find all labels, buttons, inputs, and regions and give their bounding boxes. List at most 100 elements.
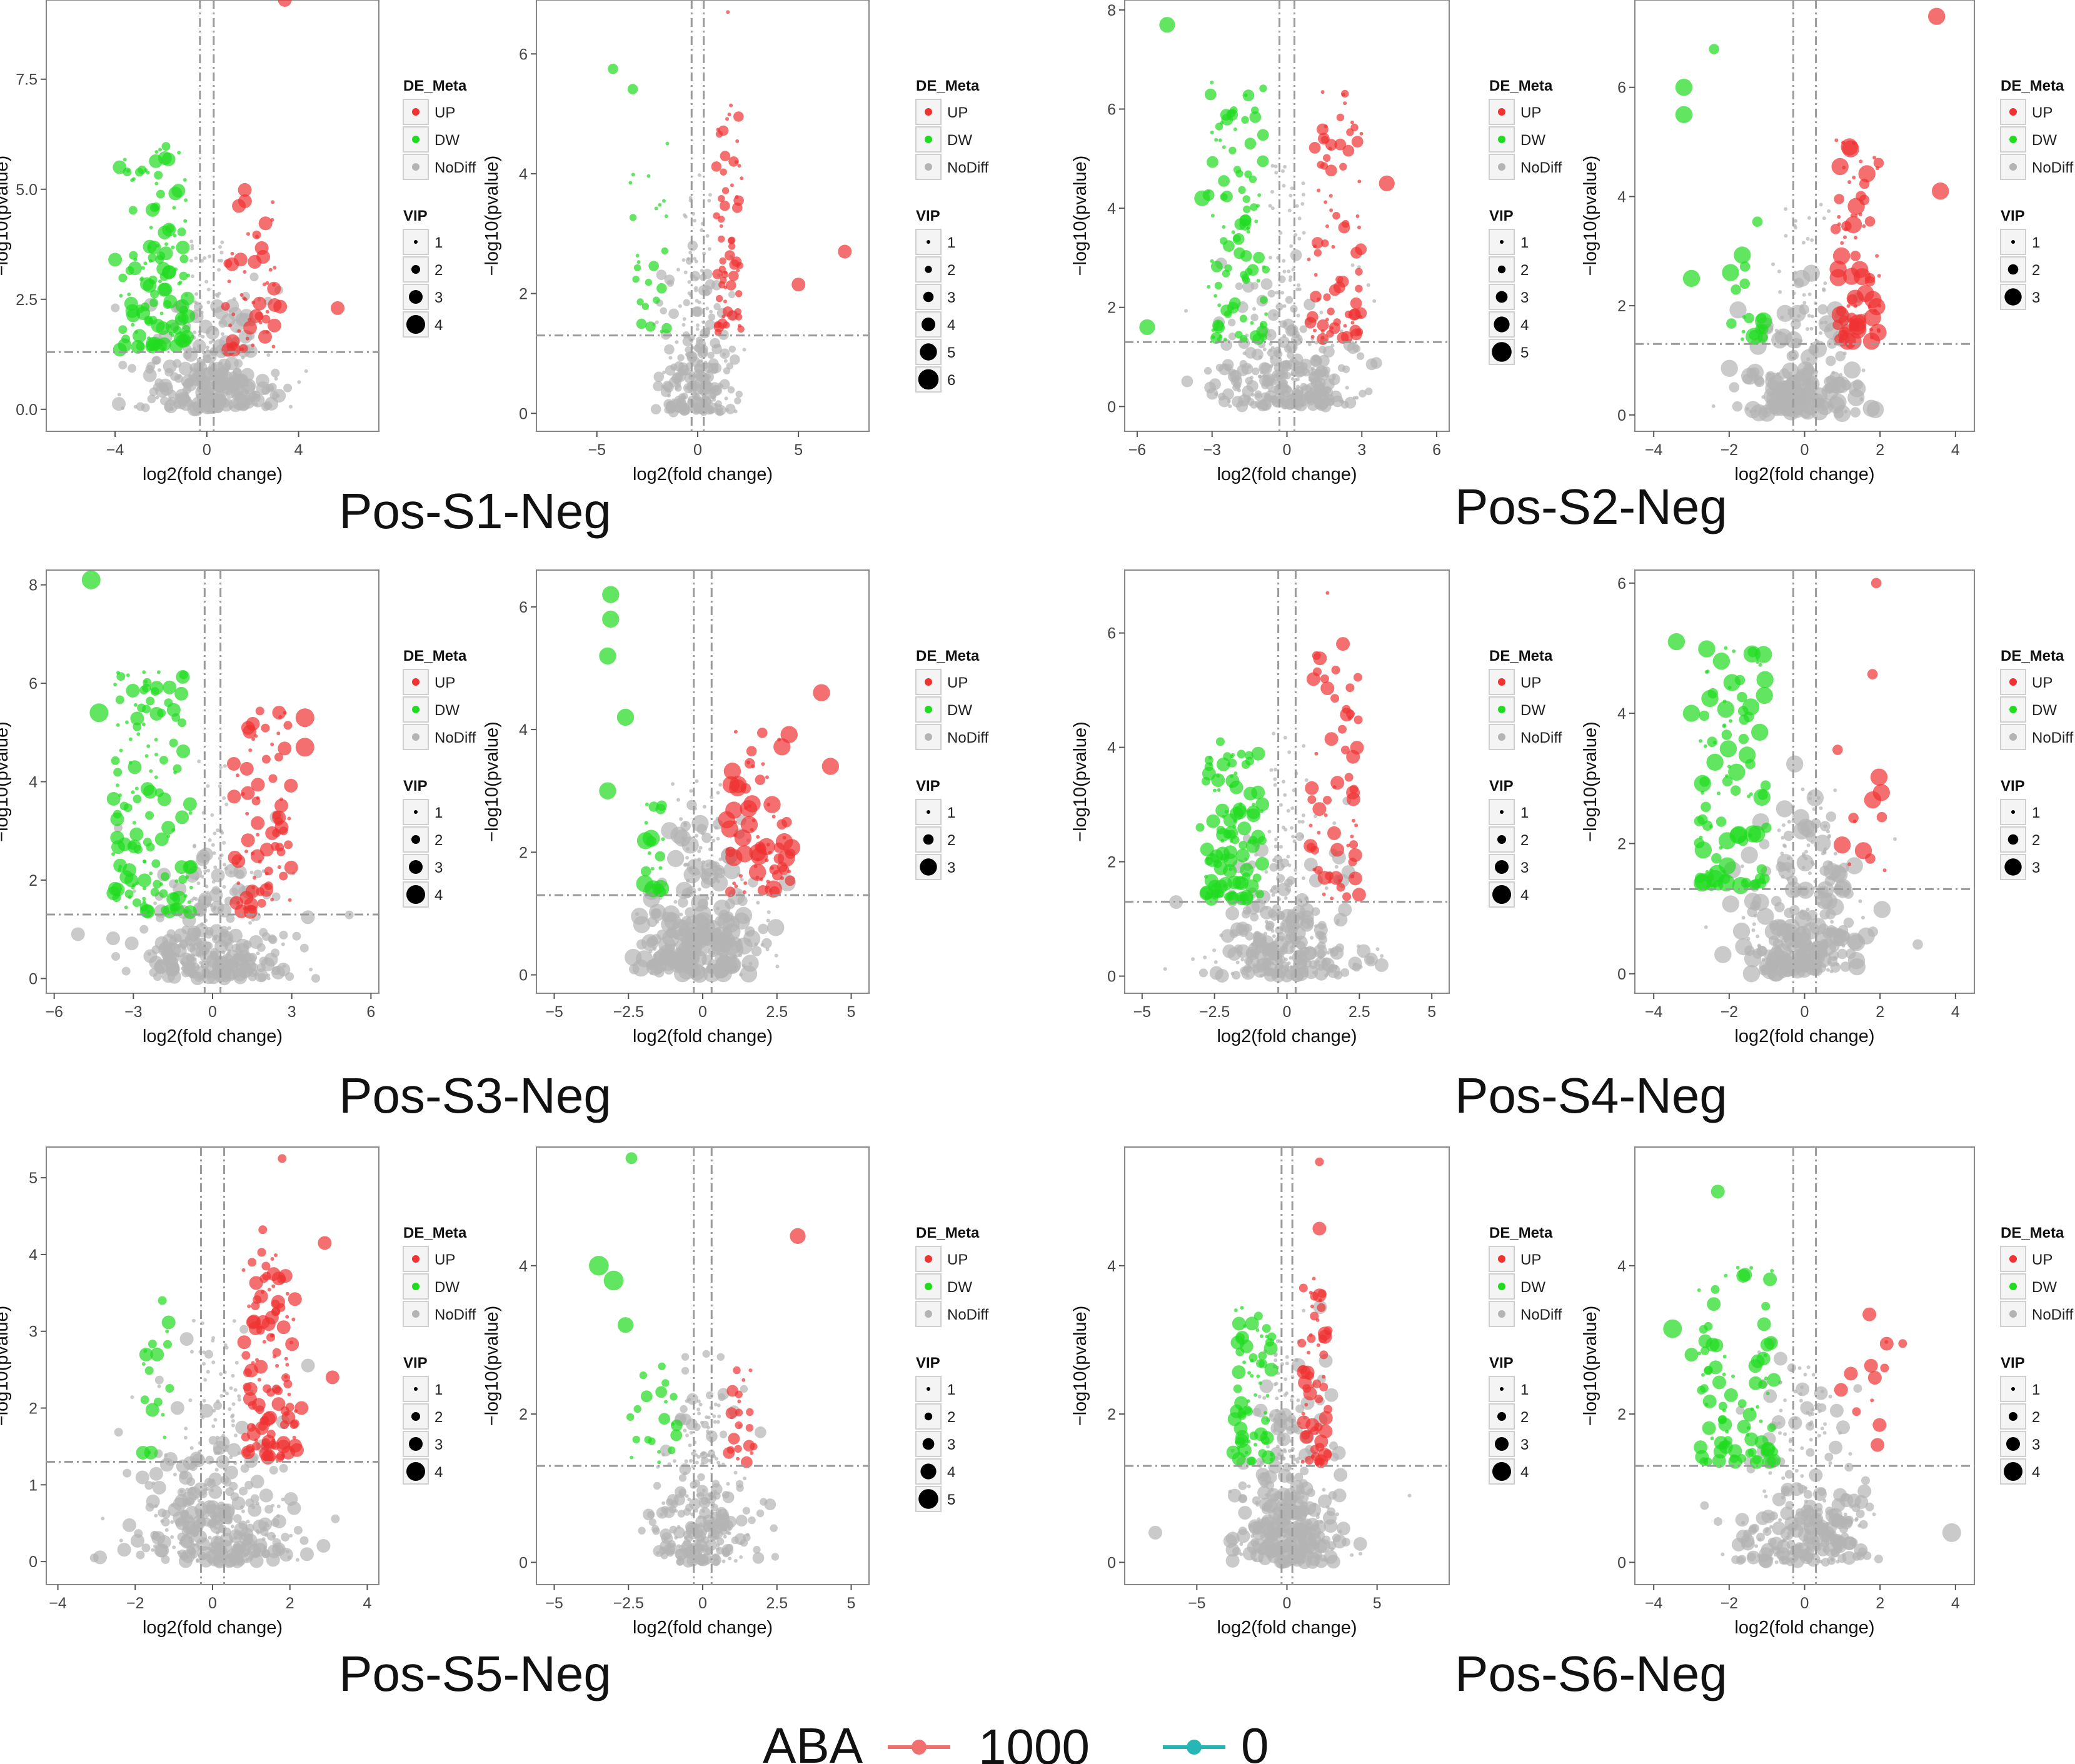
point-nodiff [1301, 193, 1305, 197]
point-nodiff [718, 783, 723, 787]
point-nodiff [1781, 874, 1785, 879]
point-dw [160, 872, 169, 881]
point-up [1830, 224, 1841, 234]
point-nodiff [1787, 311, 1791, 316]
point-nodiff [681, 1366, 690, 1375]
point-nodiff [1245, 955, 1260, 969]
point-nodiff [1258, 374, 1262, 379]
point-nodiff [1786, 856, 1791, 861]
point-dw [144, 754, 149, 758]
legend-title-vip: VIP [403, 778, 428, 794]
point-dw [161, 906, 170, 915]
point-dw [1717, 791, 1721, 796]
point-nodiff [716, 409, 724, 416]
point-nodiff [1228, 333, 1237, 341]
point-nodiff [1270, 346, 1275, 350]
point-nodiff [1312, 387, 1325, 399]
point-nodiff [709, 309, 713, 314]
point-up [780, 876, 784, 880]
point-dw [1722, 264, 1739, 281]
point-nodiff [139, 925, 149, 934]
point-dw [1722, 723, 1727, 728]
point-nodiff [735, 1515, 748, 1527]
point-nodiff [695, 833, 699, 838]
point-dw [655, 804, 666, 814]
point-nodiff [152, 1480, 166, 1495]
point-dw [1682, 269, 1701, 288]
point-nodiff [696, 923, 706, 934]
point-dw [158, 226, 172, 239]
vip-label: 2 [435, 832, 443, 849]
point-nodiff [1867, 926, 1878, 937]
point-nodiff [1820, 321, 1824, 325]
point-dw [177, 228, 186, 236]
point-dw [1747, 794, 1751, 798]
point-nodiff [211, 843, 215, 847]
point-nodiff [727, 386, 735, 394]
point-up [1876, 811, 1887, 823]
point-nodiff [728, 345, 736, 353]
point-nodiff [1780, 851, 1784, 856]
point-nodiff [1291, 834, 1295, 839]
point-up [1317, 831, 1321, 834]
point-nodiff [1279, 803, 1283, 807]
point-dw [1260, 809, 1264, 813]
point-dw [636, 875, 653, 893]
legend-dot-nodiff [412, 1310, 420, 1318]
point-nodiff [1289, 244, 1294, 248]
point-dw [126, 673, 130, 678]
point-dw [164, 698, 173, 708]
point-up [270, 1257, 274, 1261]
vip-label: 2 [435, 262, 443, 279]
point-nodiff [170, 1520, 174, 1524]
point-nodiff [1209, 966, 1223, 980]
point-nodiff [671, 782, 675, 786]
point-nodiff [1273, 313, 1277, 317]
point-up [234, 861, 239, 866]
point-nodiff [229, 1455, 233, 1460]
point-up [791, 278, 806, 292]
point-nodiff [1297, 236, 1302, 241]
vip-dot [1495, 860, 1509, 874]
point-nodiff [1352, 396, 1357, 400]
point-nodiff [1786, 953, 1789, 957]
point-dw [106, 792, 121, 806]
point-nodiff [1258, 355, 1262, 359]
point-nodiff [1304, 897, 1309, 901]
point-nodiff [1828, 961, 1832, 965]
legend-label-nodiff: NoDiff [2032, 729, 2074, 746]
point-up [1323, 796, 1332, 805]
legend-label-up: UP [947, 674, 968, 691]
point-up [258, 329, 272, 344]
point-nodiff [1336, 918, 1340, 923]
point-dw [1233, 127, 1237, 131]
x-tick-label: 5 [1427, 1003, 1436, 1021]
point-up [728, 1433, 740, 1445]
vip-dot [2004, 288, 2022, 306]
point-nodiff [653, 381, 663, 391]
point-nodiff [1744, 893, 1762, 910]
point-nodiff [1282, 259, 1286, 263]
point-up [251, 1398, 266, 1412]
point-nodiff [1829, 926, 1840, 938]
point-dw [130, 711, 144, 726]
point-nodiff [683, 299, 690, 306]
point-up [736, 262, 744, 269]
point-up [813, 684, 830, 701]
vip-label: 3 [1520, 289, 1529, 306]
point-nodiff [1746, 407, 1749, 411]
legend-dot-nodiff [2009, 733, 2017, 741]
point-nodiff [689, 1430, 693, 1435]
point-nodiff [1852, 379, 1863, 390]
point-nodiff [635, 912, 640, 916]
point-nodiff [229, 1539, 233, 1543]
x-tick-label: −6 [1128, 441, 1147, 459]
legend-label-nodiff: NoDiff [435, 729, 476, 746]
x-tick-label: −2.5 [613, 1003, 644, 1021]
point-nodiff [1284, 345, 1292, 353]
point-dw [1722, 869, 1726, 874]
point-nodiff [1248, 942, 1262, 956]
point-nodiff [716, 1460, 721, 1465]
point-up [755, 774, 766, 785]
x-tick-label: 2.5 [1349, 1003, 1370, 1021]
